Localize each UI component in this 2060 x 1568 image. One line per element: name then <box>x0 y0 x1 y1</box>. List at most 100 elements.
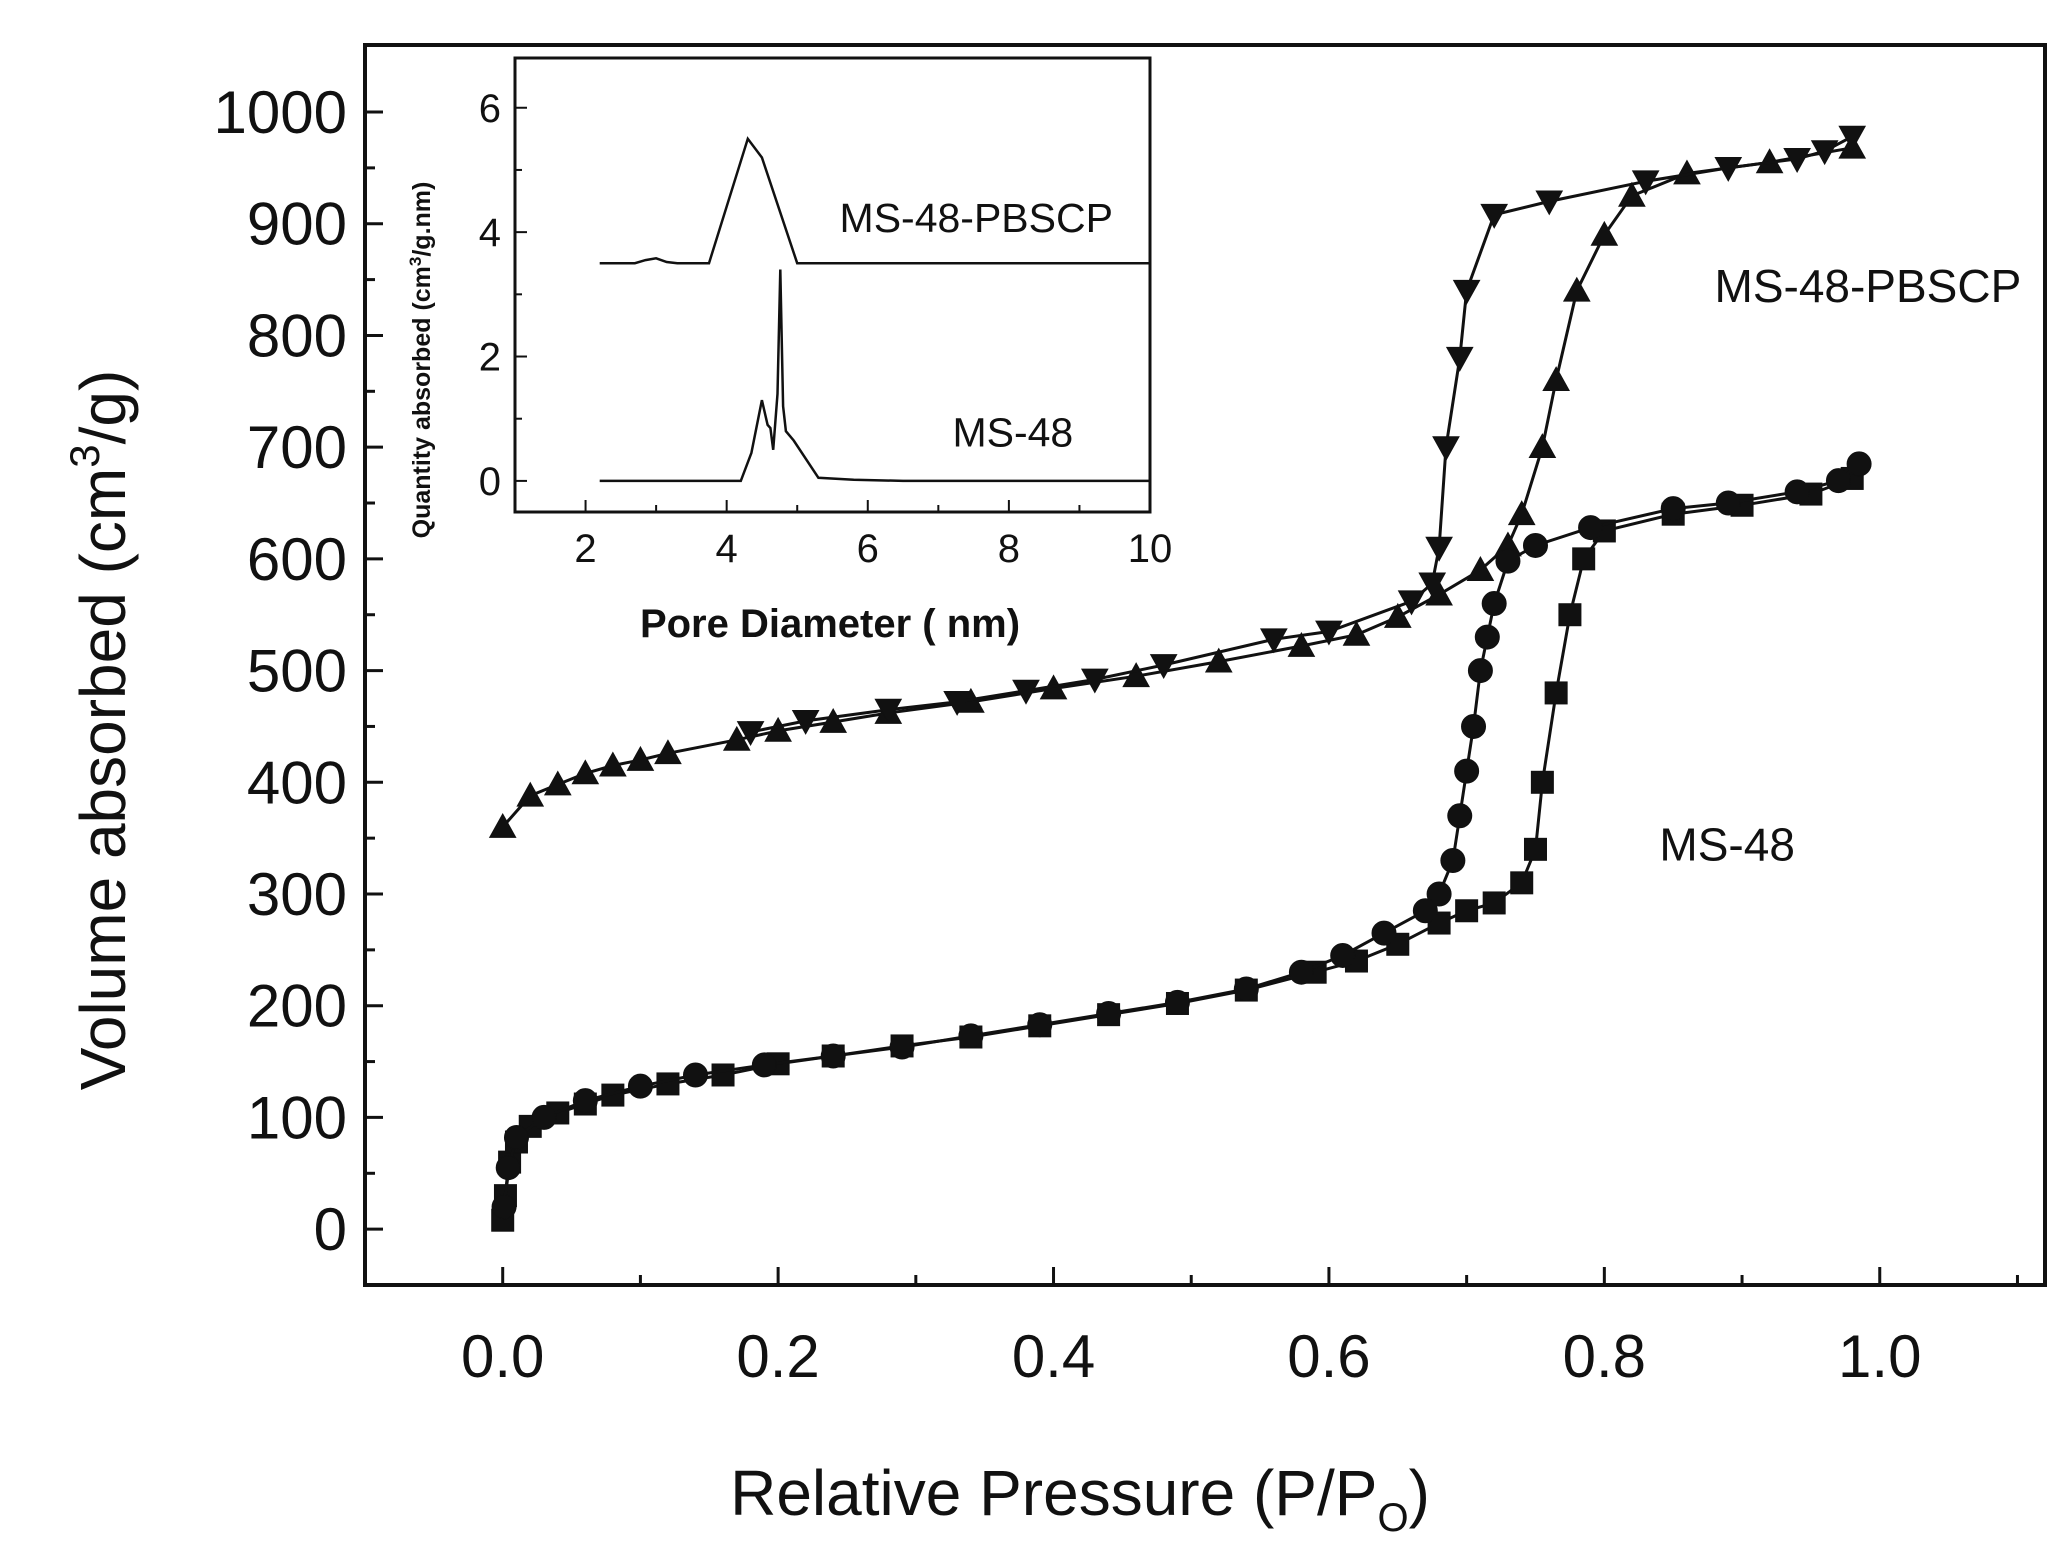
data-point-square <box>1455 899 1479 923</box>
data-point-triangle-down <box>1432 436 1460 462</box>
data-point-circle <box>1461 713 1487 739</box>
inset-x-tick-label: 8 <box>998 527 1020 571</box>
inset-x-tick-label: 6 <box>857 527 879 571</box>
data-point-square <box>656 1072 680 1096</box>
data-point-triangle-up <box>1590 220 1619 246</box>
data-point-circle <box>1371 920 1397 946</box>
data-point-circle <box>1233 976 1259 1002</box>
data-point-triangle-up <box>1466 556 1495 581</box>
data-point-triangle-up <box>488 812 517 838</box>
data-point-square <box>1530 770 1554 794</box>
data-point-circle <box>1288 959 1314 985</box>
data-point-triangle-down <box>736 721 765 747</box>
data-point-square <box>1482 891 1506 915</box>
inset-series-label-ms-48-pbscp: MS-48-PBSCP <box>840 195 1113 241</box>
y-tick-label: 900 <box>247 191 347 258</box>
x-tick-label: 0.4 <box>1012 1323 1095 1390</box>
inset-series-line-ms-48-pbscp <box>599 136 1150 265</box>
data-point-triangle-down <box>1260 628 1288 654</box>
data-point-triangle-down <box>791 709 820 735</box>
inset-y-tick-label: 0 <box>479 460 501 504</box>
data-point-triangle-up <box>1528 433 1557 459</box>
data-point-triangle-up <box>1287 631 1316 657</box>
data-point-triangle-down <box>1480 203 1509 229</box>
data-point-circle <box>503 1125 529 1151</box>
data-point-circle <box>1440 847 1466 873</box>
data-point-triangle-down <box>943 690 971 716</box>
data-point-triangle-down <box>1397 590 1426 616</box>
data-point-circle <box>1454 758 1480 784</box>
inset-plot-area: 0 2 4 6 2 4 6 8 10 MS-48-PBSCP MS-48 <box>479 56 1173 571</box>
data-point-circle <box>1164 989 1190 1015</box>
data-point-circle <box>1412 898 1438 924</box>
data-point-circle <box>1522 532 1548 558</box>
data-point-triangle-down <box>1714 156 1743 182</box>
data-point-circle <box>627 1073 653 1099</box>
inset-x-tick-label: 2 <box>574 527 596 571</box>
data-point-triangle-up <box>1507 500 1536 526</box>
data-point-triangle-up <box>819 707 848 733</box>
data-point-circle <box>531 1104 557 1130</box>
axis-titles: Relative Pressure (P/PO) Volume absorbed… <box>61 182 1430 1540</box>
series-ms-48-desorption <box>491 451 1872 1220</box>
data-point-circle <box>1846 451 1872 477</box>
data-point-square <box>1510 871 1534 895</box>
data-point-triangle-down <box>1425 536 1453 562</box>
series-label-ms-48: MS-48 <box>1659 818 1794 870</box>
data-point-triangle-up <box>1342 620 1371 646</box>
data-point-triangle-down <box>1838 125 1867 151</box>
data-point-circle <box>1495 548 1521 574</box>
inset-y-tick-label: 6 <box>479 87 501 131</box>
data-point-triangle-up <box>571 759 600 785</box>
y-tick-label: 400 <box>247 749 347 816</box>
y-tick-label: 300 <box>247 861 347 928</box>
data-point-triangle-up <box>543 770 572 796</box>
y-tick-label: 0 <box>314 1196 347 1263</box>
data-point-circle <box>1330 942 1356 968</box>
data-point-circle <box>1474 624 1500 650</box>
inset-x-axis-title: Pore Diameter ( nm) <box>640 602 1020 646</box>
series-ms-48-pbscp-desorption <box>736 125 1867 747</box>
data-point-circle <box>889 1034 915 1060</box>
data-point-triangle-down <box>1418 572 1447 598</box>
x-tick-label: 0.6 <box>1287 1323 1370 1390</box>
y-tick-label: 600 <box>247 526 347 593</box>
data-point-triangle-up <box>1122 662 1150 688</box>
y-tick-label: 100 <box>247 1084 347 1151</box>
y-tick-label: 800 <box>247 302 347 369</box>
data-point-circle <box>1096 1001 1122 1027</box>
data-point-circle <box>1825 468 1851 494</box>
data-point-triangle-down <box>1445 346 1474 372</box>
data-point-triangle-down <box>1810 140 1839 166</box>
inset-x-tick-label: 4 <box>716 527 738 571</box>
data-point-triangle-down <box>874 698 903 724</box>
data-point-circle <box>1467 658 1493 684</box>
data-point-triangle-down <box>1783 148 1811 173</box>
x-tick-label: 0.8 <box>1563 1323 1646 1390</box>
data-point-triangle-down <box>1080 668 1109 694</box>
main-plot-frame <box>363 43 2047 1287</box>
x-axis-title: Relative Pressure (P/PO) <box>730 1457 1430 1540</box>
y-axis-title: Volume absorbed (cm3/g) <box>61 370 139 1091</box>
data-point-triangle-up <box>626 745 655 771</box>
x-tick-label: 0.2 <box>736 1323 819 1390</box>
data-point-square <box>1523 837 1547 861</box>
inset-y-tick-label: 4 <box>479 211 501 255</box>
inset-y-axis-title: Quantity absorbed (cm3/g.nm) <box>406 182 436 539</box>
data-point-square <box>711 1063 735 1087</box>
data-point-triangle-up <box>654 739 682 765</box>
data-point-triangle-up <box>1204 647 1233 673</box>
data-point-triangle-down <box>1315 620 1343 646</box>
data-point-circle <box>1027 1012 1053 1038</box>
data-point-circle <box>491 1194 517 1220</box>
data-point-triangle-up <box>722 725 751 751</box>
data-point-circle <box>1784 479 1810 505</box>
data-point-triangle-down <box>1535 190 1564 216</box>
inset-x-tick-label: 10 <box>1128 527 1173 571</box>
data-point-triangle-down <box>1452 279 1481 305</box>
series-label-ms-48-pbscp: MS-48-PBSCP <box>1715 260 2022 312</box>
x-tick-label: 0.0 <box>461 1323 544 1390</box>
data-point-square <box>1544 681 1568 705</box>
